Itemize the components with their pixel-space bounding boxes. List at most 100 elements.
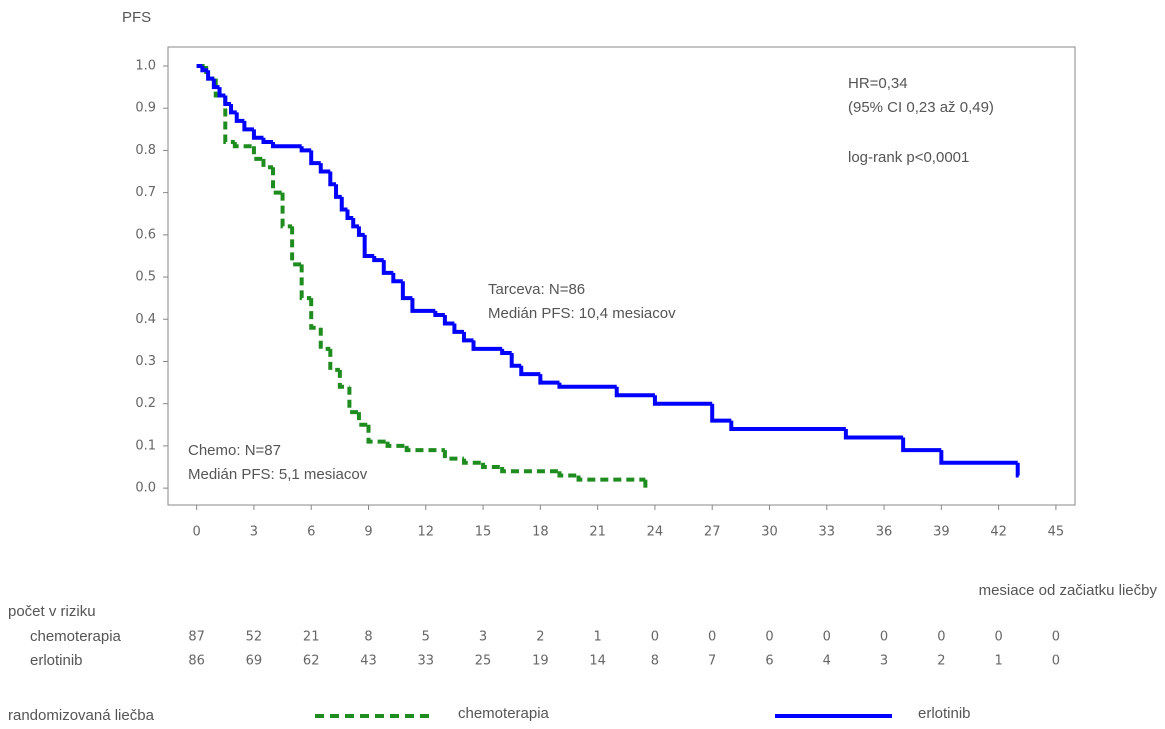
step-segment xyxy=(229,103,237,115)
step-segment xyxy=(271,141,302,149)
y-tick-label: 0.6 xyxy=(135,227,156,242)
step-segment xyxy=(271,167,283,195)
risk-count: 2 xyxy=(937,654,945,669)
step-segment xyxy=(299,146,312,153)
step-segment xyxy=(234,112,245,123)
step-segment xyxy=(309,298,321,330)
step-segment xyxy=(232,141,254,149)
step-segment xyxy=(223,95,232,106)
step-segment xyxy=(362,234,375,258)
x-tick-label: 45 xyxy=(1048,525,1065,540)
x-tick-label: 3 xyxy=(250,525,258,540)
risk-count: 69 xyxy=(246,654,263,669)
risk-count: 19 xyxy=(532,654,549,669)
risk-count: 33 xyxy=(418,654,435,669)
risk-count: 0 xyxy=(765,630,773,645)
step-segment xyxy=(356,412,369,427)
step-segment xyxy=(557,471,579,478)
risk-count: 0 xyxy=(651,630,659,645)
step-segment xyxy=(251,129,264,140)
step-segment xyxy=(939,450,1018,465)
step-segment xyxy=(500,467,560,474)
y-tick-label: 1.0 xyxy=(135,58,156,73)
step-segment xyxy=(519,365,541,377)
step-segment xyxy=(433,310,445,318)
risk-count: 8 xyxy=(364,630,372,645)
step-segment xyxy=(901,437,942,453)
step-segment xyxy=(404,445,445,453)
step-segment xyxy=(261,137,274,144)
step-segment xyxy=(643,479,648,491)
step-segment xyxy=(381,260,394,275)
x-tick-label: 9 xyxy=(364,525,372,540)
step-segment xyxy=(217,87,226,98)
step-segment xyxy=(843,429,904,440)
risk-count: 4 xyxy=(823,654,831,669)
step-segment xyxy=(452,323,464,334)
y-tick-label: 0.0 xyxy=(135,481,156,496)
step-segment xyxy=(652,395,713,406)
risk-count: 2 xyxy=(536,630,544,645)
risk-count: 62 xyxy=(303,654,320,669)
step-segment xyxy=(442,315,455,326)
y-tick-label: 0.3 xyxy=(135,354,156,369)
risk-count: 21 xyxy=(303,630,320,645)
step-segment xyxy=(318,327,331,351)
risk-count: 0 xyxy=(994,630,1002,645)
x-tick-label: 24 xyxy=(647,525,664,540)
risk-count: 25 xyxy=(475,654,492,669)
x-tick-label: 30 xyxy=(761,525,778,540)
risk-count: 87 xyxy=(188,630,205,645)
step-segment xyxy=(251,146,264,161)
y-axis-label: PFS xyxy=(122,9,151,26)
step-segment xyxy=(347,386,359,415)
x-tick-label: 27 xyxy=(704,525,721,540)
step-segment xyxy=(442,450,464,461)
step-segment xyxy=(614,386,655,398)
y-tick-label: 0.2 xyxy=(135,396,156,411)
step-segment xyxy=(385,441,407,448)
x-tick-label: 36 xyxy=(876,525,893,540)
y-tick-label: 0.4 xyxy=(135,312,156,327)
x-axis-label: mesiace od začiatku liečby xyxy=(979,582,1158,599)
step-segment xyxy=(328,171,337,187)
risk-row-label: erlotinib xyxy=(30,652,83,669)
step-segment xyxy=(337,369,350,389)
risk-row-label: chemoterapia xyxy=(30,628,122,645)
annotation: log-rank p<0,0001 xyxy=(848,149,969,166)
step-segment xyxy=(461,458,484,465)
annotation: Tarceva: N=86 xyxy=(488,281,585,298)
step-segment xyxy=(351,217,359,229)
risk-count: 6 xyxy=(765,654,773,669)
risk-count: 0 xyxy=(1052,630,1060,645)
step-segment xyxy=(206,70,214,81)
legend-label: erlotinib xyxy=(918,705,971,722)
step-segment xyxy=(538,374,560,385)
risk-count: 3 xyxy=(479,630,487,645)
step-segment xyxy=(223,95,235,144)
step-segment xyxy=(309,150,321,166)
risk-count: 86 xyxy=(188,654,205,669)
step-segment xyxy=(461,331,474,343)
step-segment xyxy=(339,196,348,212)
x-tick-label: 0 xyxy=(193,525,201,540)
risk-count: 8 xyxy=(651,654,659,669)
step-segment xyxy=(372,255,384,263)
risk-count: 14 xyxy=(589,654,606,669)
y-tick-label: 0.8 xyxy=(135,143,156,158)
legend-label: chemoterapia xyxy=(458,705,550,722)
x-tick-label: 21 xyxy=(589,525,606,540)
risk-count: 52 xyxy=(246,630,263,645)
step-segment xyxy=(729,420,846,432)
x-tick-label: 15 xyxy=(475,525,492,540)
annotation: Medián PFS: 5,1 mesiacov xyxy=(188,466,368,483)
risk-count: 1 xyxy=(994,654,1002,669)
annotation: Chemo: N=87 xyxy=(188,442,281,459)
y-tick-label: 0.7 xyxy=(135,185,156,200)
step-segment xyxy=(261,158,274,170)
step-segment xyxy=(280,192,293,229)
risk-count: 0 xyxy=(880,630,888,645)
annotation: (95% CI 0,23 až 0,49) xyxy=(848,99,994,116)
step-segment xyxy=(576,475,646,482)
